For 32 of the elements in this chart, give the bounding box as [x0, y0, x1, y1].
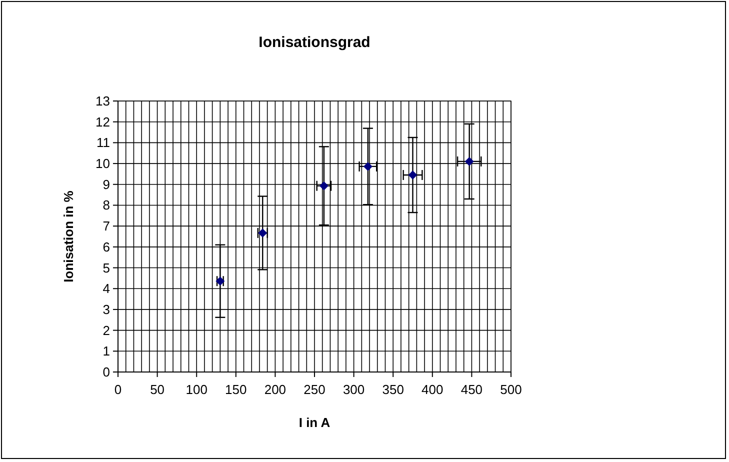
- x-tick-label: 200: [264, 382, 286, 397]
- chart-title: Ionisationsgrad: [258, 34, 370, 51]
- y-tick-label: 11: [96, 135, 110, 150]
- point: [319, 181, 328, 190]
- x-tick-label: 50: [150, 382, 165, 397]
- y-tick-label: 12: [96, 114, 110, 130]
- x-tick-label: 450: [460, 382, 483, 397]
- x-axis-title: I in A: [298, 415, 331, 430]
- y-tick-label: 4: [102, 281, 110, 296]
- point: [363, 162, 372, 171]
- x-tick-label: 500: [500, 382, 522, 397]
- x-tick-label: 0: [114, 382, 122, 397]
- x-tick-label: 400: [422, 382, 444, 397]
- y-tick-label: 10: [96, 156, 110, 172]
- y-tick-label: 5: [102, 260, 110, 276]
- x-tick-label: 150: [225, 382, 247, 397]
- x-tick-label: 350: [382, 382, 404, 397]
- point: [408, 170, 418, 180]
- x-tick-label: 300: [342, 382, 365, 397]
- y-tick-label: 8: [102, 198, 110, 213]
- y-tick-label: 3: [102, 302, 110, 317]
- x-tick-label: 100: [186, 382, 208, 397]
- y-tick-label: 0: [102, 364, 110, 380]
- y-tick-label: 1: [102, 344, 110, 359]
- y-tick-label: 2: [102, 322, 110, 338]
- x-tick-label: 250: [304, 382, 326, 397]
- y-tick-label: 6: [102, 239, 110, 254]
- y-axis-title: Ionisation in %: [61, 190, 76, 282]
- y-tick-label: 9: [102, 176, 110, 192]
- point: [464, 156, 474, 166]
- y-tick-label: 7: [102, 218, 110, 234]
- y-tick-label: 13: [96, 94, 110, 108]
